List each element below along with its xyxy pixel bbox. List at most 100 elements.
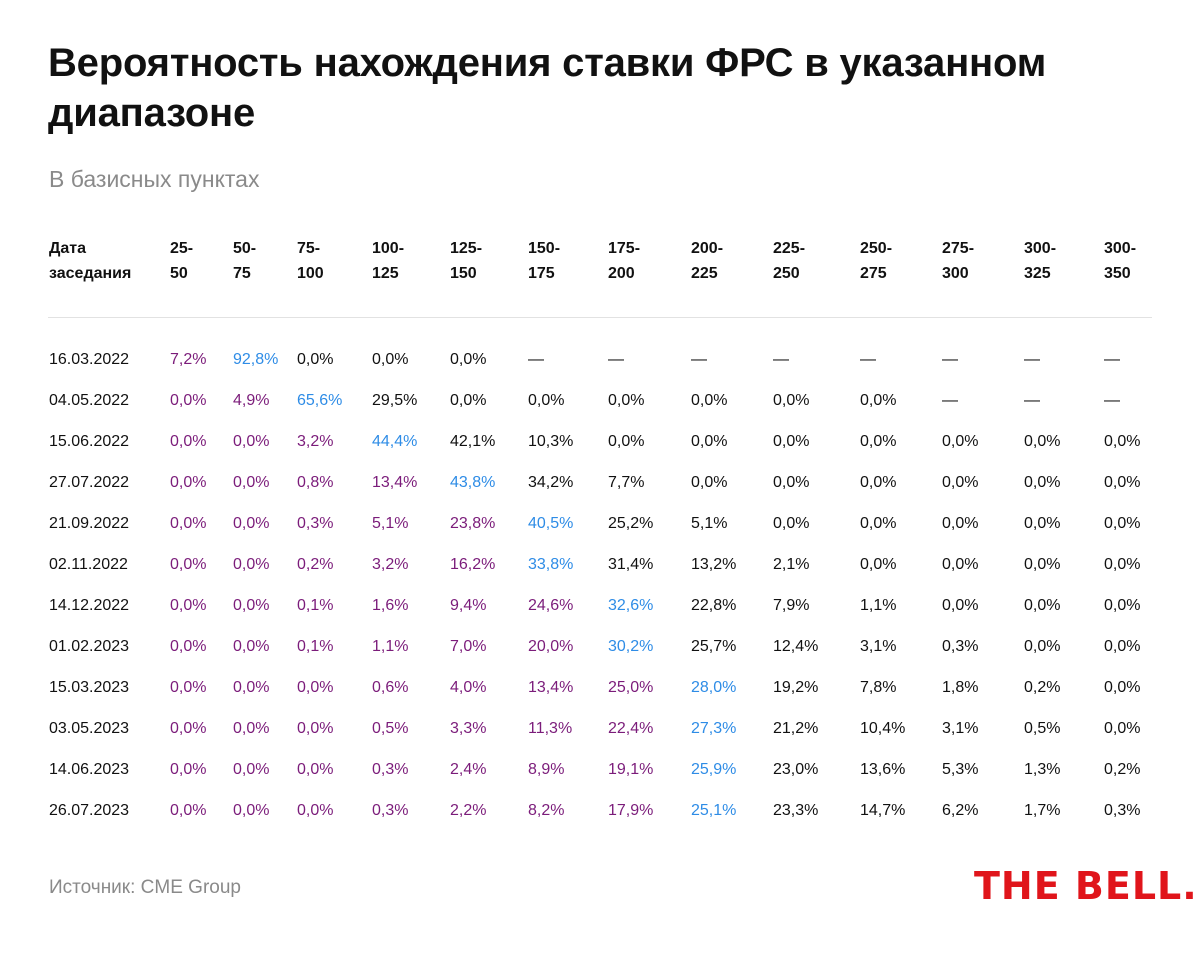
probability-cell: 3,3% [450, 720, 487, 737]
column-header-line: 325 [1024, 265, 1051, 282]
probability-cell: 4,9% [233, 392, 270, 409]
table-row: 04.05.2022 0,0% 4,9% 65,6% 29,5% 0,0% 0,0% 0,0%… [0, 384, 1200, 425]
probability-cell: 0,3% [1104, 802, 1141, 819]
probability-cell: 0,0% [170, 474, 207, 491]
probability-cell: 13,4% [372, 474, 418, 491]
probability-cell-max: 92,8% [233, 351, 279, 368]
column-header-line: 100 [297, 265, 324, 282]
probability-cell: 7,0% [450, 638, 487, 655]
table-row: 15.06.2022 0,0% 0,0% 3,2% 44,4% 42,1% 10,3% 0,0… [0, 425, 1200, 466]
probability-cell: 0,0% [860, 515, 897, 532]
probability-cell: 13,2% [691, 556, 737, 573]
probability-cell: 2,2% [450, 802, 487, 819]
probability-cell: — [1104, 351, 1120, 368]
column-header-range: 300- 350 [1104, 236, 1136, 286]
probability-cell: 0,0% [1024, 474, 1061, 491]
probability-cell-max: 30,2% [608, 638, 654, 655]
probability-cell: 19,2% [773, 679, 819, 696]
probability-cell: 0,0% [297, 351, 334, 368]
table-header: Дата заседания 25- 50 50- 75 75- 100 100- 125 125-… [0, 236, 1200, 292]
column-header-line: 200 [608, 265, 635, 282]
meeting-date: 01.02.2023 [49, 638, 130, 655]
probability-cell: 19,1% [608, 761, 654, 778]
probability-cell: 0,0% [691, 474, 728, 491]
probability-cell: 6,2% [942, 802, 979, 819]
column-header-line: 125- [450, 240, 483, 257]
probability-cell: 7,2% [170, 351, 207, 368]
probability-cell: 0,6% [372, 679, 409, 696]
probability-cell: 0,0% [1024, 433, 1061, 450]
probability-cell: 0,0% [233, 433, 270, 450]
probability-cell: 16,2% [450, 556, 496, 573]
probability-cell: 0,2% [1104, 761, 1141, 778]
probability-cell: 1,6% [372, 597, 409, 614]
column-header-line: 175 [528, 265, 555, 282]
probability-cell: 7,8% [860, 679, 897, 696]
probability-cell: 0,0% [773, 515, 810, 532]
column-header-line: 75 [233, 265, 251, 282]
probability-cell: 0,0% [608, 392, 645, 409]
probability-cell: 0,0% [233, 556, 270, 573]
probability-cell-max: 33,8% [528, 556, 574, 573]
probability-cell: 0,0% [297, 679, 334, 696]
meeting-date: 16.03.2022 [49, 351, 130, 368]
probability-cell: 0,0% [608, 433, 645, 450]
column-header-line: 150- [528, 240, 561, 257]
probability-cell: — [1024, 392, 1040, 409]
probability-cell: 7,9% [773, 597, 810, 614]
column-header-line: 100- [372, 240, 405, 257]
table-row: 16.03.2022 7,2% 92,8% 0,0% 0,0% 0,0% — — — — — — — — [0, 343, 1200, 384]
probability-cell: 3,2% [372, 556, 409, 573]
probability-cell: 0,0% [942, 474, 979, 491]
probability-cell: 1,1% [860, 597, 897, 614]
column-header-range: 50- 75 [233, 236, 256, 286]
column-header-line: 300- [1104, 240, 1137, 257]
probability-cell: 10,3% [528, 433, 574, 450]
probability-cell-max: 28,0% [691, 679, 737, 696]
probability-cell: — [942, 351, 958, 368]
probability-cell: 3,1% [860, 638, 897, 655]
probability-cell: 0,0% [691, 433, 728, 450]
column-header-line: заседания [49, 265, 132, 282]
probability-cell: 0,0% [1104, 720, 1141, 737]
probability-cell: 0,0% [297, 761, 334, 778]
probability-cell: 0,0% [233, 802, 270, 819]
column-header-range: 275- 300 [942, 236, 974, 286]
table-row: 27.07.2022 0,0% 0,0% 0,8% 13,4% 43,8% 34,2% 7,7… [0, 466, 1200, 507]
probability-cell: 0,2% [297, 556, 334, 573]
probability-cell: 0,0% [233, 761, 270, 778]
probability-cell: — [1104, 392, 1120, 409]
probability-cell: 5,3% [942, 761, 979, 778]
probability-cell: 0,0% [297, 802, 334, 819]
column-header-range: 250- 275 [860, 236, 892, 286]
probability-cell-max: 43,8% [450, 474, 496, 491]
probability-cell: 10,4% [860, 720, 906, 737]
column-header-range: 225- 250 [773, 236, 805, 286]
probability-cell: — [608, 351, 624, 368]
probability-cell-max: 32,6% [608, 597, 654, 614]
probability-cell: 0,0% [450, 351, 487, 368]
probability-cell: 0,0% [691, 392, 728, 409]
table-row: 15.03.2023 0,0% 0,0% 0,0% 0,6% 4,0% 13,4% 25,0%… [0, 671, 1200, 712]
probability-cell: 23,0% [773, 761, 819, 778]
column-header-range: 300- 325 [1024, 236, 1056, 286]
probability-cell: 0,0% [233, 720, 270, 737]
meeting-date: 14.12.2022 [49, 597, 130, 614]
column-header-line: 300 [942, 265, 969, 282]
column-header-line: 50 [170, 265, 188, 282]
probability-cell: 1,7% [1024, 802, 1061, 819]
table-row: 14.12.2022 0,0% 0,0% 0,1% 1,6% 9,4% 24,6% 32,6%… [0, 589, 1200, 630]
probability-cell: 0,0% [860, 556, 897, 573]
column-header-range: 25- 50 [170, 236, 193, 286]
probability-cell: 0,2% [1024, 679, 1061, 696]
probability-cell: 14,7% [860, 802, 906, 819]
probability-cell: 0,0% [773, 392, 810, 409]
probability-cell: 0,1% [297, 638, 334, 655]
probability-cell: 0,0% [773, 433, 810, 450]
column-header-line: 250 [773, 265, 800, 282]
probability-cell: 25,7% [691, 638, 737, 655]
probability-cell: 0,0% [942, 556, 979, 573]
probability-cell: 29,5% [372, 392, 418, 409]
probability-cell: 13,4% [528, 679, 574, 696]
probability-cell: 0,0% [1104, 638, 1141, 655]
